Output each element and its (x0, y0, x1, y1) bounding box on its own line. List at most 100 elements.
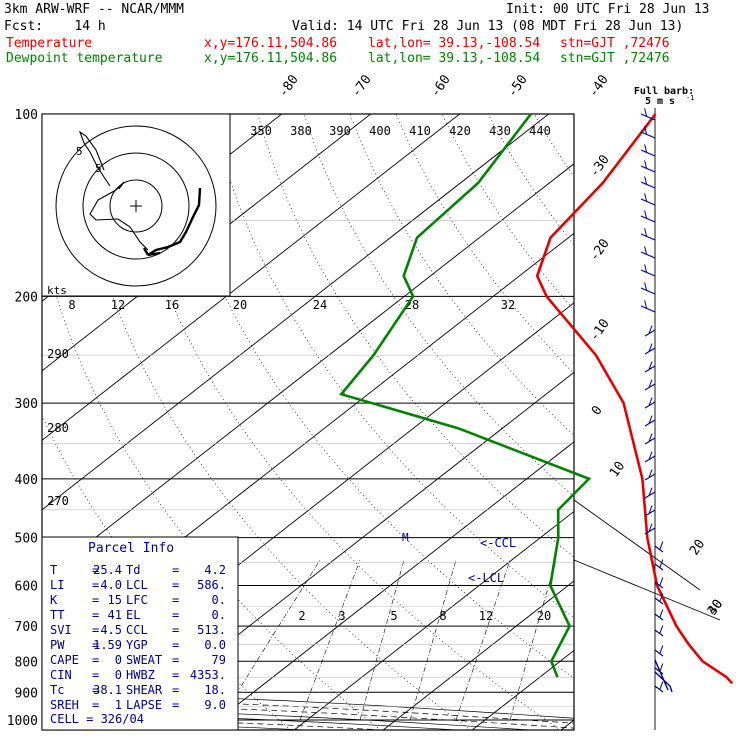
mixing-ratio-label: 32 (501, 298, 515, 312)
parcel-eq: = (172, 578, 179, 592)
parcel-value: 25.4 (93, 563, 122, 577)
wind-barb (654, 545, 664, 553)
pressure-label: 900 (15, 686, 38, 701)
wind-barb-flag (659, 541, 664, 550)
wind-barb (644, 401, 656, 409)
parcel-eq: = (92, 668, 99, 682)
wind-barb-flag (648, 379, 653, 388)
pressure-label: 300 (15, 397, 38, 412)
isotherm-label: -60 (428, 72, 454, 100)
dewpoint-legend: Dewpoint temperature (6, 51, 163, 66)
mixing-ratio-label: 2 (298, 609, 305, 623)
parcel-eq: = (92, 563, 99, 577)
wind-barb-flag (644, 210, 648, 219)
wind-barb (644, 347, 656, 355)
wind-barb (644, 491, 656, 499)
parcel-value: 4353. (190, 668, 226, 682)
wind-barb (644, 473, 656, 481)
pressure-label: 100 (15, 108, 38, 123)
wind-barb-flag (648, 469, 653, 478)
wind-barb-flag (659, 577, 664, 586)
wind-barb-flag (644, 193, 648, 202)
parcel-eq: = (92, 638, 99, 652)
dry-adiabat (303, 114, 574, 498)
theta-label: 270 (47, 494, 69, 508)
isotherm-label: 10 (607, 459, 628, 480)
parcel-eq: = (172, 593, 179, 607)
wind-barb-flag (644, 282, 648, 291)
parcel-eq: = (172, 638, 179, 652)
lcl-marker: <-LCL (468, 571, 504, 585)
hodograph-ring (82, 152, 190, 260)
parcel-label: CCL (126, 623, 148, 637)
isotherm (647, 101, 740, 733)
mixing-ratio-label: 8 (439, 609, 446, 623)
isotherm (560, 719, 574, 730)
dry-adiabat (42, 414, 292, 730)
barb-legend-unit: 5 m s (645, 96, 675, 107)
parcel-value: 41 (108, 608, 122, 622)
wind-barb-flag (659, 625, 664, 634)
wind-barb (654, 563, 664, 571)
dry-adiabat (580, 114, 740, 733)
dewpoint-line (339, 113, 592, 678)
wind-barb (644, 527, 656, 535)
pressure-label: 400 (15, 473, 38, 488)
wind-barb (654, 685, 664, 693)
parcel-label: LCL (126, 578, 148, 592)
wind-barb-flag (644, 176, 648, 185)
mixing-ratio-label: 3 (338, 609, 345, 623)
wind-barb (654, 581, 664, 589)
parcel-eq: = (172, 683, 179, 697)
parcel-value: 1 (115, 698, 122, 712)
wind-barb (640, 181, 656, 189)
parcel-label: SVI (50, 623, 72, 637)
isotherm-label: -40 (586, 72, 612, 100)
temperature-station: stn=GJT ,72476 (560, 36, 670, 51)
hodograph-ring (55, 125, 217, 287)
wind-barbs: Full barb:5 m s -1 (634, 86, 694, 693)
hodograph-trace-lower (142, 187, 202, 257)
parcel-label: YGP (126, 638, 148, 652)
parcel-value: 38.1 (93, 683, 122, 697)
isotherm (736, 101, 740, 733)
dewpoint-xy: x,y=176.11,504.86 (204, 51, 338, 66)
isotherm (42, 114, 461, 441)
hodograph: 55 (55, 125, 217, 287)
parcel-value: 0 (115, 668, 122, 682)
parcel-eq: = (92, 653, 99, 667)
parcel-value: 18. (204, 683, 226, 697)
parcel-value: 1.59 (93, 638, 122, 652)
parcel-eq: = (172, 608, 179, 622)
wind-barb-flag (648, 397, 653, 406)
theta-label: 380 (290, 124, 312, 138)
dry-adiabat (441, 114, 574, 311)
pressure-label: 800 (15, 655, 38, 670)
mixing-ratio-line (455, 559, 511, 721)
theta-label: 390 (329, 124, 351, 138)
mixing-ratio-label: 16 (165, 298, 179, 312)
isotherm (42, 114, 372, 372)
dry-adiabat (533, 114, 574, 178)
wind-barb-flag (648, 487, 653, 496)
mixing-ratio-label: 5 (390, 609, 397, 623)
wind-barb (640, 198, 656, 206)
mixing-ratio-label: 24 (313, 298, 327, 312)
wind-barb (640, 233, 656, 241)
hodograph-units: kts (47, 284, 67, 297)
parcel-label: EL (126, 608, 140, 622)
parcel-eq: = (172, 623, 179, 637)
dry-adiabat (626, 114, 740, 733)
parcel-value: 4.2 (204, 563, 226, 577)
parcel-eq: = (92, 578, 99, 592)
barb-legend-title: Full barb: (634, 86, 694, 97)
parcel-value: 0 (115, 653, 122, 667)
parcel-value: 0. (212, 608, 226, 622)
wind-barb-cluster (654, 659, 673, 693)
parcel-label: LFC (126, 593, 148, 607)
dry-adiabat (718, 114, 740, 733)
isotherm (382, 580, 574, 730)
temperature-xy: x,y=176.11,504.86 (204, 36, 338, 51)
